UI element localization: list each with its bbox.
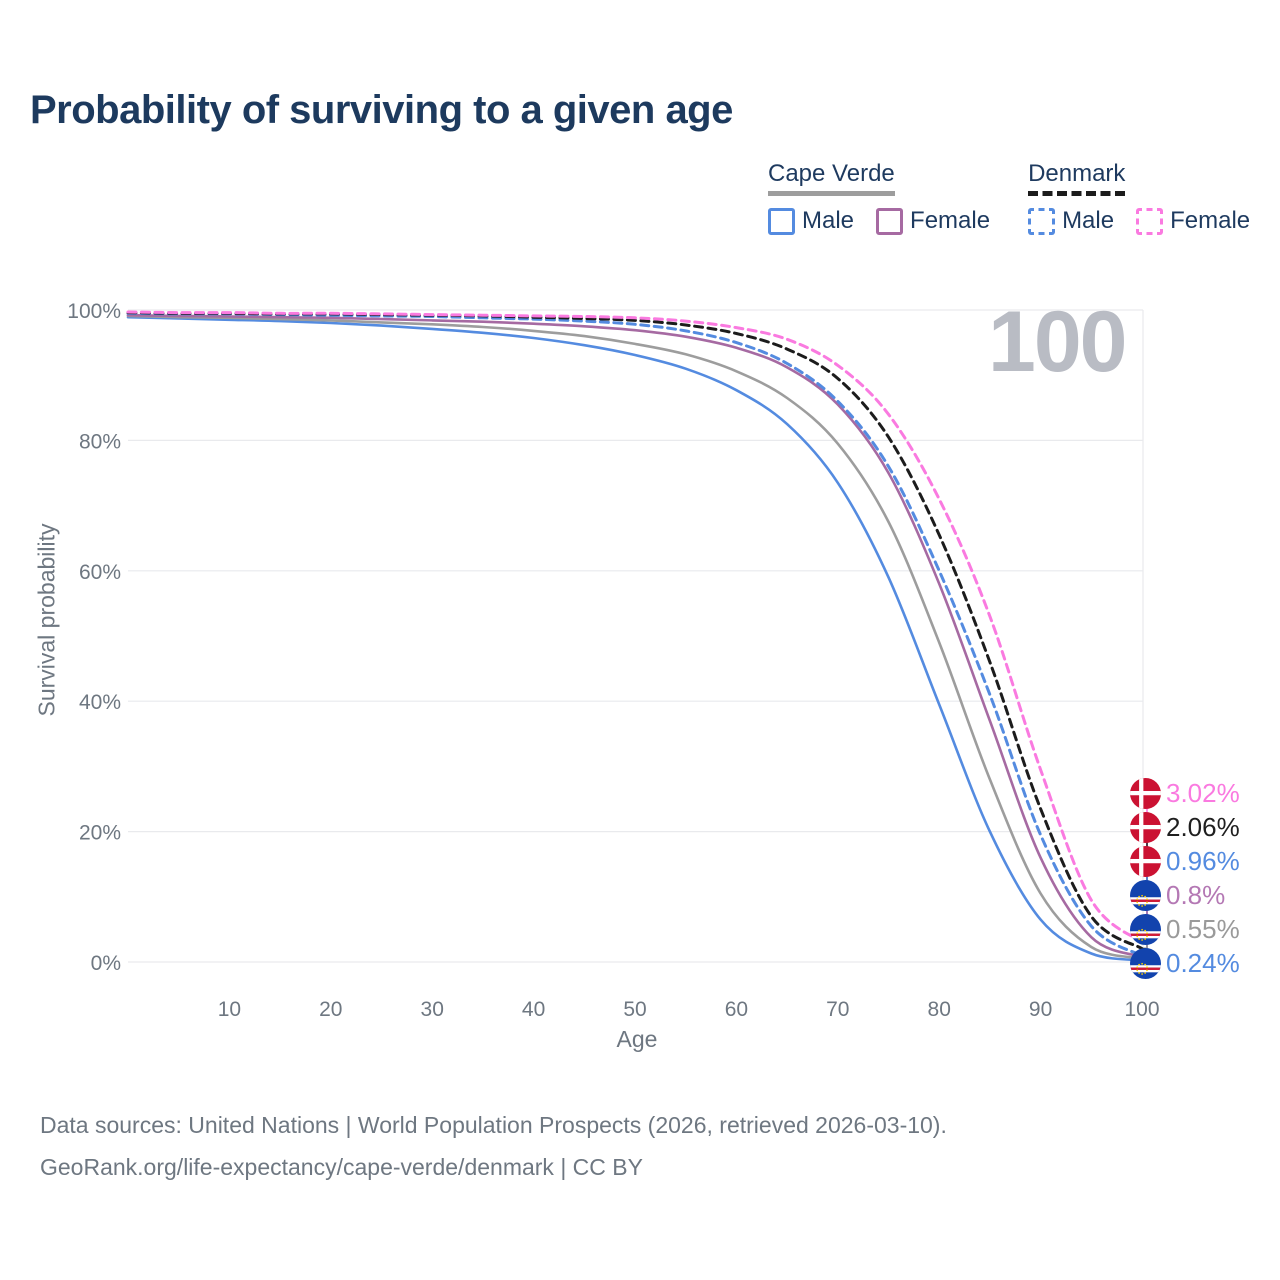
y-tick-label: 80% — [79, 430, 121, 453]
end-label: 0.8% — [1130, 878, 1225, 912]
end-label: 2.06% — [1130, 810, 1240, 844]
end-label: 0.24% — [1130, 946, 1240, 980]
y-tick-label: 100% — [67, 300, 121, 323]
data-sources-line: Data sources: United Nations | World Pop… — [40, 1112, 947, 1138]
end-label-value: 0.8% — [1166, 879, 1226, 910]
legend-item-label: Female — [1170, 207, 1251, 234]
legend-swatch-icon — [876, 207, 904, 235]
series-cape-verde — [126, 314, 1144, 960]
series-denmark-male — [126, 311, 1144, 958]
x-axis-title: Age — [616, 1026, 658, 1052]
y-tick-label: 0% — [91, 952, 121, 975]
series-cape-verde-male — [126, 315, 1144, 962]
page-title: Probability of surviving to a given age — [30, 88, 733, 132]
legend-swatch-icon — [768, 207, 795, 235]
legend-item-label: Female — [910, 207, 991, 234]
x-tick-label: 20 — [319, 998, 342, 1021]
cape-verde-flag-icon — [1130, 947, 1161, 979]
x-tick-label: 100 — [1124, 998, 1159, 1021]
y-tick-label: 20% — [79, 822, 121, 845]
end-label-value: 0.96% — [1166, 845, 1240, 876]
x-tick-label: 80 — [928, 998, 951, 1021]
legend-item-denmark-female[interactable]: Female — [1136, 207, 1250, 235]
x-tick-label: 90 — [1029, 998, 1052, 1021]
y-tick-label: 40% — [79, 691, 121, 714]
end-label-value: 2.06% — [1166, 811, 1240, 842]
end-label: 3.02% — [1130, 776, 1240, 810]
legend-item-cape-verde-male[interactable]: Male — [768, 207, 854, 235]
cape-verde-flag-icon — [1130, 879, 1161, 911]
legend-swatch-icon — [1136, 207, 1164, 235]
legend-group-cape-verde: Cape Verde Male Female — [768, 160, 990, 235]
x-tick-label: 40 — [522, 998, 545, 1021]
denmark-flag-icon — [1130, 845, 1161, 877]
end-label: 0.96% — [1130, 844, 1240, 878]
x-tick-label: 50 — [623, 998, 646, 1021]
legend-group-title[interactable]: Denmark — [1028, 160, 1126, 196]
legend-group-denmark: Denmark Male Female — [1028, 160, 1250, 235]
end-label-value: 0.55% — [1166, 913, 1240, 944]
x-tick-label: 30 — [421, 998, 444, 1021]
series-denmark-female — [126, 310, 1144, 944]
x-tick-label: 70 — [826, 998, 849, 1021]
legend-swatch-icon — [1028, 207, 1056, 235]
denmark-flag-icon — [1130, 777, 1161, 809]
end-label: 0.55% — [1130, 912, 1240, 946]
legend-item-cape-verde-female[interactable]: Female — [876, 207, 990, 235]
legend-group-title[interactable]: Cape Verde — [768, 160, 895, 196]
series-cape-verde-female — [126, 313, 1144, 959]
y-tick-label: 60% — [79, 561, 121, 584]
legend-item-label: Male — [802, 207, 855, 234]
cape-verde-flag-icon — [1130, 913, 1161, 945]
denmark-flag-icon — [1130, 811, 1161, 843]
age-watermark: 100 — [988, 294, 1128, 390]
legend-item-label: Male — [1062, 207, 1115, 234]
legend: Cape Verde Male Female Denmark Male Female — [768, 160, 1250, 235]
footer: Data sources: United Nations | World Pop… — [40, 1104, 947, 1188]
attribution-line: GeoRank.org/life-expectancy/cape-verde/d… — [40, 1154, 643, 1180]
legend-item-denmark-male[interactable]: Male — [1028, 207, 1114, 235]
x-tick-label: 10 — [218, 998, 241, 1021]
end-label-value: 3.02% — [1166, 777, 1240, 808]
series-denmark — [126, 311, 1144, 951]
end-label-value: 0.24% — [1166, 947, 1240, 978]
x-tick-label: 60 — [725, 998, 748, 1021]
